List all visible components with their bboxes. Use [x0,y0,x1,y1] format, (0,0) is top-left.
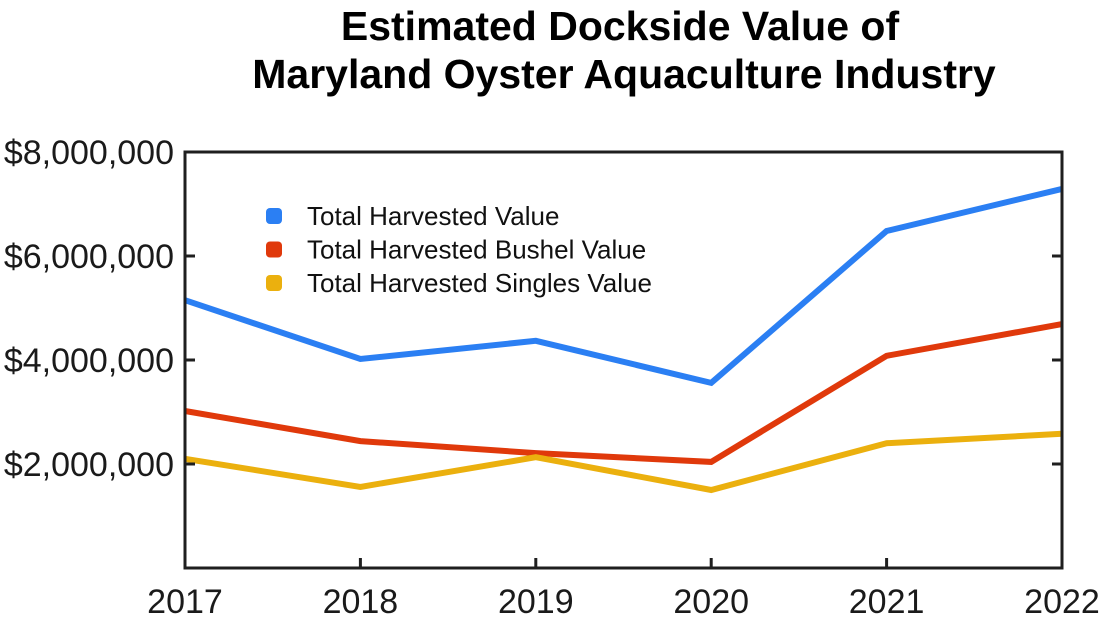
x-tick-label: 2022 [1024,583,1100,621]
legend-label: Total Harvested Bushel Value [307,235,646,265]
legend-marker [266,241,282,258]
series-line-2 [184,321,1063,465]
y-tick-label: $6,000,000 [4,238,174,276]
legend-marker [266,275,282,291]
x-tick-label: 2017 [147,583,223,621]
legend-label: Total Harvested Value [307,201,559,231]
series-line-1 [184,185,1063,387]
chart-title: Estimated Dockside Value of Maryland Oys… [252,3,996,97]
series-line-3 [184,430,1063,494]
title-line-2: Maryland Oyster Aquaculture Industry [252,51,996,97]
x-tick-label: 2021 [849,583,925,621]
y-tick-label: $8,000,000 [4,134,174,172]
x-tick-label: 2019 [498,583,574,621]
y-tick-label: $4,000,000 [4,342,174,380]
legend-label: Total Harvested Singles Value [307,268,652,298]
y-axis: $2,000,000 $4,000,000 $6,000,000 $8,000,000 [4,134,1062,484]
x-tick-label: 2018 [323,583,399,621]
legend-marker [266,208,282,224]
x-axis: 2017 2018 2019 2020 2021 2022 [147,558,1100,621]
y-tick-label: $2,000,000 [4,446,174,484]
series-layer [184,185,1063,494]
x-tick-label: 2020 [673,583,749,621]
legend: Total Harvested Value Total Harvested Bus… [266,201,652,298]
title-line-1: Estimated Dockside Value of [341,3,900,49]
